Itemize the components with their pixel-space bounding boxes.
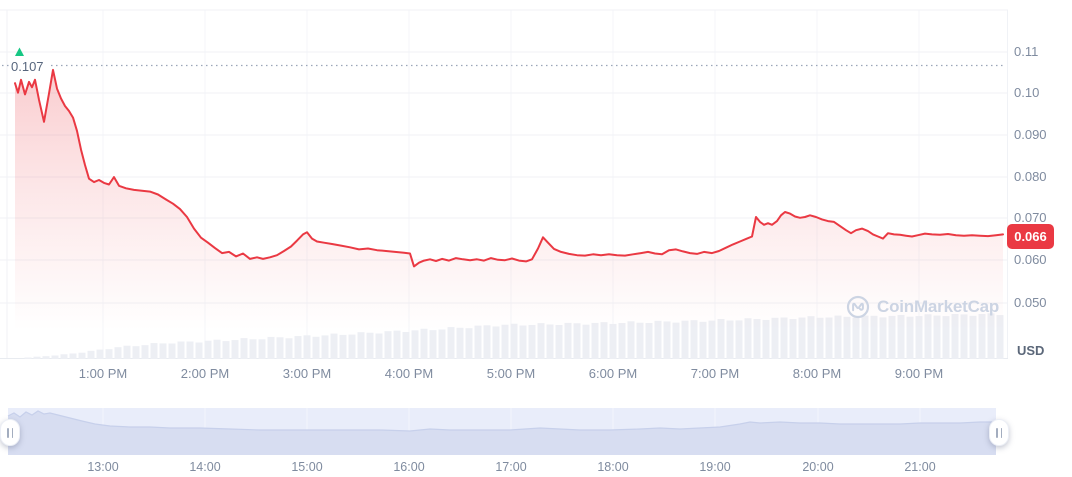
coinmarketcap-logo-icon xyxy=(846,295,870,319)
x-axis-tick-label: 9:00 PM xyxy=(894,366,944,381)
drag-handle-icon xyxy=(7,427,9,438)
watermark: CoinMarketCap xyxy=(846,295,999,319)
y-axis-tick-label: 0.080 xyxy=(1014,169,1047,184)
drag-handle-icon xyxy=(996,427,998,438)
y-axis-tick-label: 0.11 xyxy=(1014,44,1039,59)
watermark-label: CoinMarketCap xyxy=(877,297,1000,316)
x-axis-tick-label: 4:00 PM xyxy=(384,366,434,381)
x-axis-tick-label: 2:00 PM xyxy=(180,366,230,381)
brush-tick-label: 16:00 xyxy=(393,460,425,474)
brush-area-line xyxy=(7,410,996,432)
drag-handle-icon xyxy=(11,427,13,438)
price-area-fill xyxy=(15,69,1003,360)
x-axis-tick-label: 7:00 PM xyxy=(690,366,740,381)
y-axis-tick-label: 0.10 xyxy=(1014,85,1040,100)
brush-handle-right[interactable] xyxy=(989,419,1009,446)
brush-tick-label: 20:00 xyxy=(802,460,834,474)
x-axis-tick-label: 5:00 PM xyxy=(486,366,536,381)
current-price-badge: 0.066 xyxy=(1007,224,1054,249)
brush-handle-left[interactable] xyxy=(0,419,20,446)
x-axis-tick-label: 6:00 PM xyxy=(588,366,638,381)
brush-tick-label: 19:00 xyxy=(699,460,731,474)
drag-handle-icon xyxy=(1000,427,1002,438)
brush-tick-label: 14:00 xyxy=(189,460,221,474)
y-axis-tick-label: 0.060 xyxy=(1014,252,1047,267)
brush-tick-label: 21:00 xyxy=(904,460,936,474)
y-axis-tick-label: 0.090 xyxy=(1014,127,1047,142)
brush-tick-label: 18:00 xyxy=(597,460,629,474)
price-line xyxy=(14,68,1004,268)
y-axis-tick-label: 0.050 xyxy=(1014,295,1047,310)
currency-label: USD xyxy=(1017,343,1045,358)
brush-tick-label: 15:00 xyxy=(291,460,323,474)
brush-tick-label: 17:00 xyxy=(495,460,527,474)
brush-area-fill xyxy=(8,411,996,455)
x-axis-tick-label: 1:00 PM xyxy=(78,366,128,381)
brush-tick-label: 13:00 xyxy=(87,460,119,474)
current-price-value: 0.066 xyxy=(1014,229,1047,244)
high-marker-up-triangle-icon xyxy=(15,47,24,56)
high-price-label: 0.107 xyxy=(11,59,44,74)
x-axis-tick-label: 3:00 PM xyxy=(282,366,332,381)
y-axis-tick-label: 0.070 xyxy=(1014,210,1047,225)
x-axis-tick-label: 8:00 PM xyxy=(792,366,842,381)
